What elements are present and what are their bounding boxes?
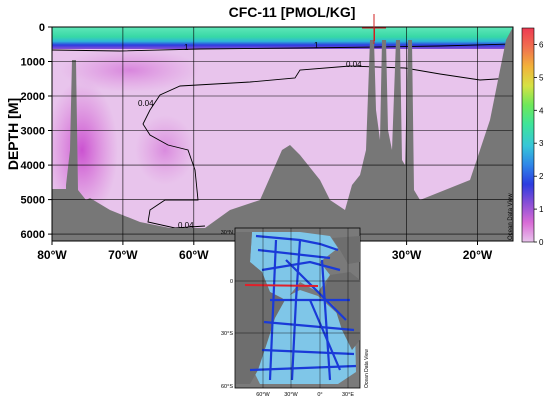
colorbar-tick-label: 6 — [539, 41, 544, 50]
inset-land-americas — [236, 232, 285, 384]
y-tick-label: 6000 — [21, 229, 45, 241]
inset-grid — [235, 228, 360, 388]
grid-lines — [51, 27, 513, 241]
contour-label-004-b: 0.04 — [138, 99, 154, 108]
inset-land-europe — [332, 236, 360, 264]
contour-label-1-a: 1 — [184, 43, 189, 52]
inset-lat-label: 60°S — [221, 384, 233, 390]
station-marker-cross — [362, 14, 386, 44]
inset-lat-ticks: 30°N 0 30°S 60°S — [221, 230, 234, 390]
high-cfc-region-mid — [135, 115, 195, 185]
y-tick-label: 2000 — [21, 91, 45, 103]
y-tick-label: 4000 — [21, 160, 45, 172]
inset-lon-ticks: 60°W 30°W 0° 30°E — [256, 392, 354, 398]
colorbar-tick-label: 4 — [539, 106, 544, 115]
colorbar-tick-label: 1 — [539, 205, 544, 214]
contour-004 — [142, 65, 513, 229]
y-tick-label: 0 — [39, 22, 45, 34]
inset-map: 30°N 0 30°S 60°S 60°W 30°W 0° 30°E Ocean Data … — [221, 227, 370, 398]
y-axis-label: DEPTH [M] — [5, 98, 21, 170]
colorbar-ticks: 0 1 2 3 4 5 6 — [534, 41, 544, 247]
inset-lon-label: 0° — [317, 392, 322, 398]
y-tick-label: 3000 — [21, 126, 45, 138]
colorbar-tick-label: 2 — [539, 172, 544, 181]
x-tick-label: 20°W — [463, 248, 493, 262]
colorbar-tick-label: 0 — [539, 238, 544, 247]
inset-lon-label: 60°W — [256, 392, 270, 398]
inset-lat-label: 30°S — [221, 331, 233, 337]
inset-lat-label: 30°N — [221, 230, 233, 236]
inset-watermark: Ocean Data View — [364, 349, 370, 388]
colorbar-tick-label: 3 — [539, 139, 544, 148]
y-tick-label: 1000 — [21, 57, 45, 69]
inset-ocean-north — [250, 232, 338, 300]
plot-area: 1 1 0.04 0.04 0.04 — [52, 27, 513, 241]
inset-lon-label: 30°W — [284, 392, 298, 398]
contour-label-004-a: 0.04 — [346, 60, 362, 69]
y-axis-ticks: 0 1000 2000 3000 4000 5000 6000 — [21, 22, 52, 241]
x-tick-label: 70°W — [108, 248, 138, 262]
inset-lat-label: 0 — [230, 279, 233, 285]
x-axis-ticks: 80°W 70°W 60°W 30°W 20°W — [37, 241, 493, 262]
inset-section-track — [244, 284, 319, 287]
colorbar — [521, 27, 535, 243]
high-cfc-region-upper — [60, 48, 200, 92]
colorbar-tick-label: 5 — [539, 73, 544, 82]
x-tick-label: 80°W — [37, 248, 67, 262]
inset-lon-label: 30°E — [342, 392, 354, 398]
contour-label-004-c: 0.04 — [178, 221, 194, 230]
x-tick-label: 30°W — [392, 248, 422, 262]
contour-label-1-b: 1 — [314, 41, 319, 50]
inset-cruise-tracks — [249, 234, 357, 381]
x-tick-label: 60°W — [179, 248, 209, 262]
odv-watermark: Ocean Data View — [508, 193, 514, 240]
contour-1 — [52, 43, 513, 52]
chart-title: CFC-11 [PMOL/KG] — [229, 4, 356, 20]
y-tick-label: 5000 — [21, 195, 45, 207]
seafloor-bathymetry — [52, 27, 513, 241]
